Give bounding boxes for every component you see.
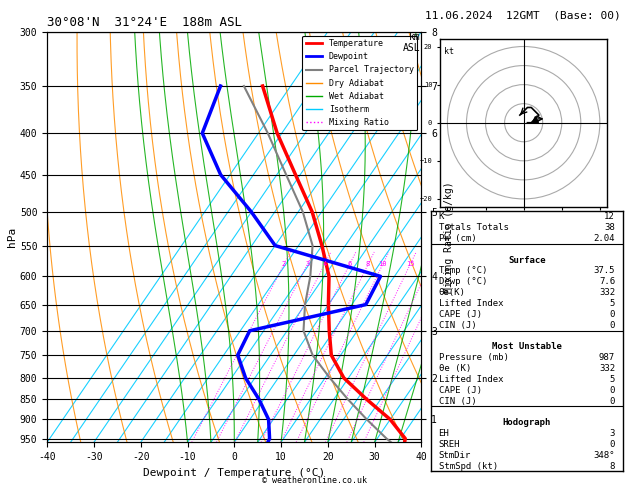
Text: Totals Totals: Totals Totals: [438, 223, 508, 232]
Text: 8: 8: [366, 261, 370, 267]
Text: 38: 38: [604, 223, 615, 232]
Text: kt: kt: [443, 47, 454, 55]
X-axis label: Dewpoint / Temperature (°C): Dewpoint / Temperature (°C): [143, 468, 325, 478]
Text: 332: 332: [599, 364, 615, 373]
Text: Lifted Index: Lifted Index: [438, 375, 503, 384]
Text: Pressure (mb): Pressure (mb): [438, 353, 508, 362]
Text: PW (cm): PW (cm): [438, 234, 476, 243]
Text: Lifted Index: Lifted Index: [438, 299, 503, 308]
Text: EH: EH: [438, 429, 449, 438]
Text: 10: 10: [379, 261, 387, 267]
Text: 6: 6: [347, 261, 352, 267]
Text: StmSpd (kt): StmSpd (kt): [438, 462, 498, 470]
Text: Most Unstable: Most Unstable: [492, 342, 562, 351]
Text: Temp (°C): Temp (°C): [438, 266, 487, 276]
Text: 987: 987: [599, 353, 615, 362]
Text: 37.5: 37.5: [594, 266, 615, 276]
Text: km
ASL: km ASL: [403, 32, 420, 53]
Text: Dewp (°C): Dewp (°C): [438, 278, 487, 286]
Text: θe(K): θe(K): [438, 288, 465, 297]
Text: 0: 0: [610, 310, 615, 319]
Text: 0: 0: [610, 321, 615, 330]
Text: Hodograph: Hodograph: [503, 418, 551, 427]
Text: 0: 0: [610, 386, 615, 395]
Text: θe (K): θe (K): [438, 364, 470, 373]
Text: 4: 4: [323, 261, 326, 267]
Text: CIN (J): CIN (J): [438, 321, 476, 330]
Text: Surface: Surface: [508, 256, 545, 265]
Text: 7.6: 7.6: [599, 278, 615, 286]
Text: 11.06.2024  12GMT  (Base: 00): 11.06.2024 12GMT (Base: 00): [425, 11, 620, 21]
Text: 5: 5: [610, 375, 615, 384]
Y-axis label: hPa: hPa: [7, 227, 17, 247]
Text: 8: 8: [610, 462, 615, 470]
Text: SREH: SREH: [438, 440, 460, 449]
Text: CAPE (J): CAPE (J): [438, 386, 482, 395]
Text: 15: 15: [406, 261, 415, 267]
Text: © weatheronline.co.uk: © weatheronline.co.uk: [262, 476, 367, 485]
Text: 348°: 348°: [594, 451, 615, 460]
Text: CAPE (J): CAPE (J): [438, 310, 482, 319]
Text: 3: 3: [305, 261, 309, 267]
Text: CIN (J): CIN (J): [438, 397, 476, 405]
Text: 2.04: 2.04: [594, 234, 615, 243]
Text: 2: 2: [282, 261, 286, 267]
Text: 5: 5: [610, 299, 615, 308]
Legend: Temperature, Dewpoint, Parcel Trajectory, Dry Adiabat, Wet Adiabat, Isotherm, Mi: Temperature, Dewpoint, Parcel Trajectory…: [303, 36, 417, 130]
Text: 3: 3: [610, 429, 615, 438]
Text: 0: 0: [610, 440, 615, 449]
Text: StmDir: StmDir: [438, 451, 470, 460]
Text: 30°08'N  31°24'E  188m ASL: 30°08'N 31°24'E 188m ASL: [47, 16, 242, 29]
Text: 0: 0: [610, 397, 615, 405]
Y-axis label: Mixing Ratio (g/kg): Mixing Ratio (g/kg): [444, 181, 454, 293]
Text: K: K: [438, 212, 444, 221]
Text: 12: 12: [604, 212, 615, 221]
Text: 332: 332: [599, 288, 615, 297]
